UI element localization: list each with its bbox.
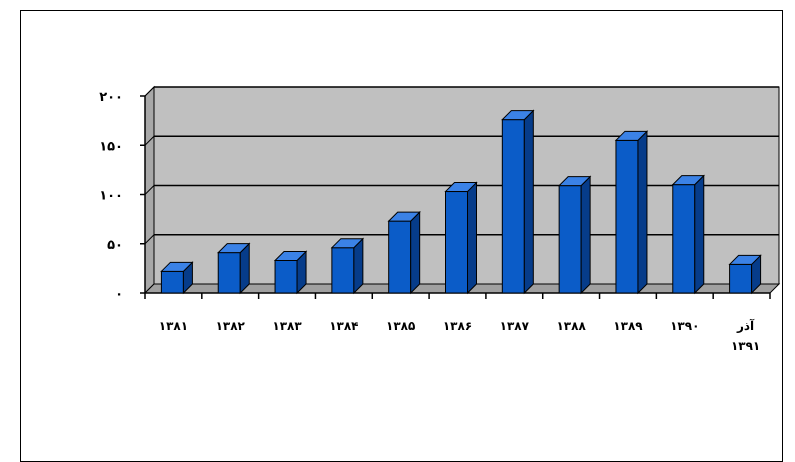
x-tick-label: ۱۳۸۶ (443, 319, 472, 333)
bar (217, 242, 251, 295)
bar-front (160, 270, 184, 294)
bar-front (672, 184, 696, 294)
x-tick-label: ۱۳۹۱ (731, 339, 760, 353)
bar (387, 210, 421, 295)
bar (557, 175, 592, 295)
bar-side (637, 130, 648, 295)
x-tick-label: ۱۳۸۱ (159, 319, 188, 333)
bar-side (467, 181, 477, 295)
bar-top (444, 182, 478, 193)
y-tick-label: ۱۵۰ (99, 139, 123, 154)
x-tick-label: ۱۳۹۰ (670, 319, 699, 333)
bar-front (558, 185, 582, 294)
gridline-side (144, 234, 155, 245)
bar-side (694, 174, 705, 295)
bar-side (580, 175, 591, 295)
bar-top (160, 261, 194, 272)
x-tick-label: ۱۳۸۸ (556, 319, 586, 333)
bar-top (501, 110, 535, 121)
gridline-side (144, 135, 155, 146)
bar (273, 250, 308, 295)
bar-top (217, 243, 251, 254)
y-tick-label: ۲۰۰ (99, 90, 123, 105)
x-tick-label: ۱۳۸۴ (329, 319, 358, 333)
bar (330, 237, 365, 295)
x-tick-label: ۱۳۸۵ (386, 319, 415, 333)
bar-side (523, 109, 534, 295)
y-tick-label: ۱۰۰ (99, 189, 123, 204)
bar (614, 130, 649, 295)
x-tick-label: ۱۳۸۹ (613, 319, 643, 333)
bar-front (331, 247, 355, 294)
bar (671, 174, 705, 295)
bar-chart: ۰ ۵۰ ۱۰۰ ۱۵۰ ۲۰۰ ۱۳۸۱ ۱۳۸۲ ۱۳۸۳ ۱۳۸۴ ۱۳۸۵ ۱۳۸۶ ۱۳۸… (99, 85, 781, 353)
bar (728, 254, 762, 295)
bar-front (274, 259, 298, 294)
bar-side (410, 210, 421, 295)
bar-top (614, 130, 649, 141)
bar (444, 181, 478, 295)
y-tick-label: ۵۰ (107, 238, 123, 253)
bar-top (273, 250, 308, 261)
bar-front (501, 119, 525, 294)
x-tick-label: ۱۳۸۷ (500, 319, 530, 333)
bar-top (728, 254, 762, 265)
gridline-side (144, 185, 155, 195)
bar-front (388, 220, 412, 294)
bar-front (217, 252, 241, 294)
bar (160, 261, 194, 295)
x-tick-label: ۱۳۸۳ (272, 319, 302, 333)
bar (501, 109, 535, 295)
bar-top (330, 238, 365, 249)
bar-front (729, 263, 753, 294)
bar-top (387, 211, 421, 222)
gridline-side (144, 86, 155, 97)
x-tick-label: ۱۳۸۲ (216, 319, 246, 333)
x-tick-label: آذر (736, 318, 755, 333)
bar-front (445, 191, 468, 294)
bar-top (671, 175, 705, 186)
bar-front (615, 139, 639, 294)
bar-top (557, 176, 592, 187)
y-tick-label: ۰ (115, 287, 123, 302)
